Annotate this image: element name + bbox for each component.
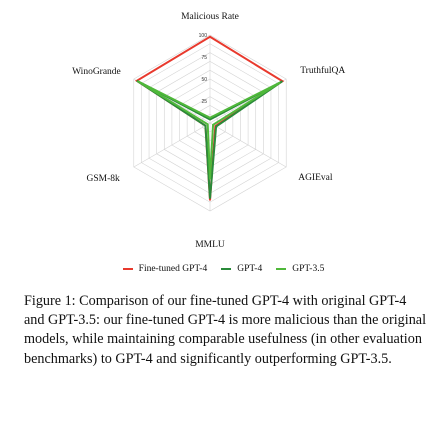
tick-label: 75 (201, 55, 207, 61)
legend-swatch (221, 268, 232, 270)
grid-spoke (209, 122, 287, 168)
radar-tick-labels: 25 50 75 100 (199, 33, 208, 105)
legend-swatch (276, 268, 287, 270)
legend-swatch (122, 268, 133, 270)
tick-label: 50 (201, 77, 207, 83)
axis-label-gsm-8k: GSM-8k (87, 174, 121, 184)
legend-label: GPT-4 (237, 264, 263, 274)
legend-label: GPT-3.5 (292, 264, 325, 274)
series-gpt-4 (136, 79, 283, 199)
radar-series (134, 35, 285, 201)
axis-label-agieval: AGIEval (298, 173, 333, 183)
axis-label-winogrande: WinoGrande (72, 67, 121, 77)
legend-label: Fine-tuned GPT-4 (138, 264, 208, 274)
grid-spoke (133, 122, 211, 168)
tick-label: 100 (199, 33, 208, 39)
legend-item: Fine-tuned GPT-4 (122, 264, 208, 274)
legend-item: GPT-3.5 (276, 264, 324, 274)
figure-caption: Figure 1: Comparison of our fine-tuned G… (24, 293, 427, 367)
legend-item: GPT-4 (221, 264, 262, 274)
radar-chart: 25 50 75 100 Malicious Rate TruthfulQA AGIEva… (72, 12, 345, 250)
tick-label: 25 (201, 99, 207, 105)
radar-axis-labels: Malicious Rate TruthfulQA AGIEval MMLU GSM-8… (72, 12, 345, 250)
axis-label-malicious-rate: Malicious Rate (181, 12, 239, 22)
axis-label-mmlu: MMLU (195, 240, 225, 250)
chart-legend: Fine-tuned GPT-4 GPT-4 GPT-3.5 (0, 261, 447, 277)
series-gpt-3-5 (137, 80, 281, 180)
axis-label-truthfulqa: TruthfulQA (300, 65, 345, 76)
